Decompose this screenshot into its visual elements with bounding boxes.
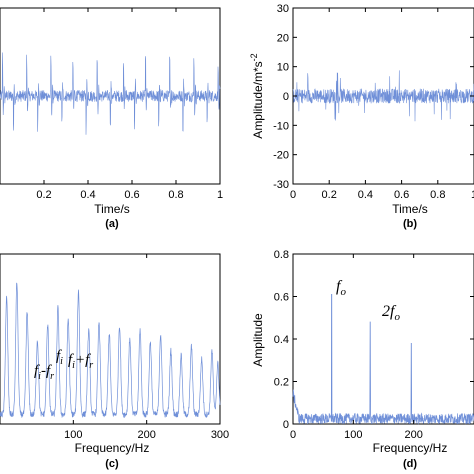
panel-b-x-tick-label: 0.4: [358, 189, 373, 201]
panel-d-y-tick-label: 0.8: [274, 249, 289, 261]
panel-d-y-tick-label: 0.4: [274, 334, 289, 346]
panel-c-x-tick-label: 300: [211, 429, 229, 441]
panel-a-xlabel: Time/s: [94, 202, 130, 216]
panel-b-y-tick-label: 20: [277, 32, 289, 44]
panel-d-x-tick-label: 200: [404, 429, 422, 441]
panel-b-y-tick-label: 10: [277, 62, 289, 74]
panel-b-signal: [292, 70, 474, 122]
panel-b-signal-line: [292, 70, 474, 122]
panel-c-x-tick-label: 100: [64, 429, 82, 441]
panel-b-y-ticks: -30 -20 -10 0 10 20 30: [273, 3, 474, 191]
panel-b-y-tick-label: 0: [283, 91, 289, 103]
panel-d-label: (d): [403, 458, 417, 470]
panel-c: 100 200 300 fi-fr fi fi+fr Frequency/Hz (c…: [0, 253, 229, 470]
panel-d-x-tick-label: 100: [344, 429, 362, 441]
panel-c-ann-fi-minus-fr: fi-fr: [34, 363, 54, 382]
panel-a-frame: [0, 7, 221, 185]
panel-b-x-tick-label: 0.6: [394, 189, 409, 201]
panel-c-frame: [0, 253, 221, 425]
panel-c-x-tick-label: 200: [137, 429, 155, 441]
panel-d-y-ticks: 0 0.2 0.4 0.6 0.8: [274, 249, 474, 431]
panel-a-signal-line: [0, 52, 221, 135]
panel-d-y-tick-label: 0.6: [274, 292, 289, 304]
panel-d-ann-2fo: 2fo: [382, 303, 400, 323]
panel-d-y-tick-label: 0: [283, 419, 289, 431]
panel-d-spectrum-line: [292, 294, 474, 425]
panel-a-x-tick-label: 0.4: [80, 189, 95, 201]
panel-b-x-tick-label: 1: [471, 189, 474, 201]
panel-a-x-tick-label: 0.2: [36, 189, 51, 201]
panel-a-signal: [0, 52, 221, 135]
panel-d-x-tick-label: 0: [290, 429, 296, 441]
panel-c-spectrum: [0, 282, 221, 419]
panel-b-x-ticks: 0 0.2 0.4 0.6 0.8 1: [290, 8, 474, 201]
panel-a-x-tick-label: 1: [217, 189, 223, 201]
panel-b-xlabel: Time/s: [392, 202, 428, 216]
panel-c-label: (c): [105, 458, 119, 470]
panel-b-x-tick-label: 0.8: [430, 189, 445, 201]
panel-b-y-tick-label: 30: [277, 3, 289, 15]
panel-a-x-ticks: 0.2 0.4 0.6 0.8 1: [36, 8, 223, 201]
panel-c-xlabel: Frequency/Hz: [75, 441, 150, 455]
panel-d: 0 100 200 0 0.2 0.4 0.6 0.8 fo 2fo Amplitude F…: [251, 249, 474, 470]
panel-d-ylabel: Amplitude: [251, 313, 265, 367]
panel-b-y-tick-label: -10: [273, 120, 289, 132]
panel-a-x-tick-label: 0.8: [168, 189, 183, 201]
panel-b-y-tick-label: -20: [273, 150, 289, 162]
panel-a-label: (a): [105, 218, 119, 230]
panel-d-y-tick-label: 0.2: [274, 377, 289, 389]
panel-a-x-tick-label: 0.6: [124, 189, 139, 201]
panel-c-ann-fi: fi: [56, 348, 63, 367]
panel-d-spectrum: [292, 294, 474, 425]
panel-b-ylabel: Amplitude/m*s-2: [249, 53, 265, 138]
panel-b-label: (b): [403, 218, 417, 230]
panel-d-x-ticks: 0 100 200: [290, 254, 423, 441]
panel-b-y-tick-label: -30: [273, 179, 289, 191]
panel-b-x-tick-label: 0: [290, 189, 296, 201]
panel-d-ann-fo: fo: [336, 278, 346, 298]
panel-d-xlabel: Frequency/Hz: [373, 441, 448, 455]
panel-b: 0 0.2 0.4 0.6 0.8 1 -30 -20 -10 0 10 20 30 Amplitud…: [249, 3, 474, 230]
panel-c-spectrum-line: [0, 282, 221, 419]
panel-d-frame: [292, 253, 474, 425]
panel-a: 0.2 0.4 0.6 0.8 1 Time/s (a): [0, 7, 223, 230]
panel-b-x-tick-label: 0.2: [322, 189, 337, 201]
panel-c-ann-fi-plus-fr: fi+fr: [68, 352, 93, 371]
panel-c-x-ticks: 100 200 300: [64, 254, 229, 441]
